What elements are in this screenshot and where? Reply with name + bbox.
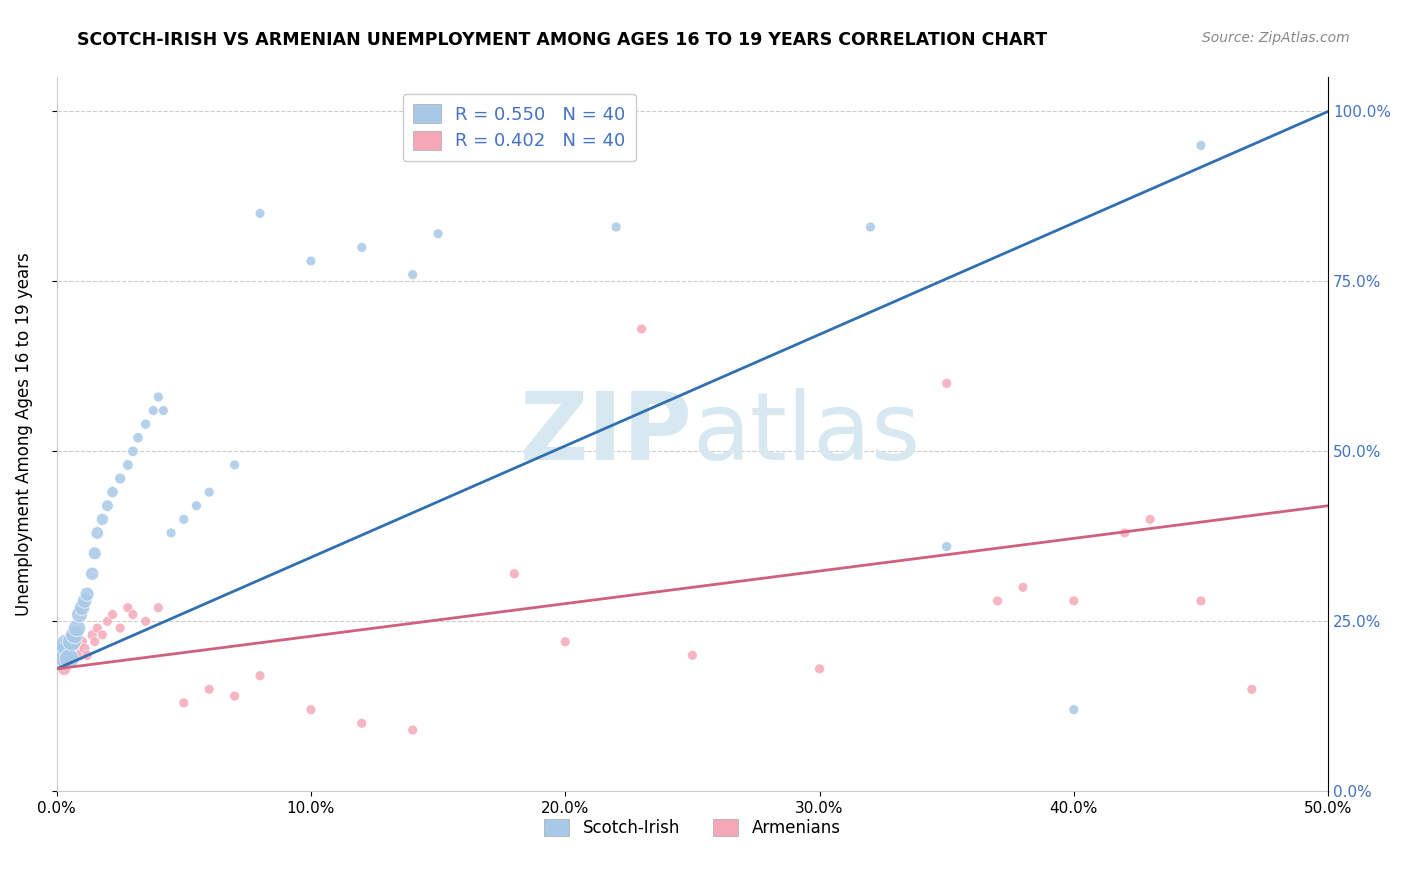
Point [605, 219, 627, 234]
Point [101, 607, 124, 622]
Point [63, 628, 86, 642]
Point [91, 512, 114, 526]
Point [66, 641, 89, 656]
Point [148, 390, 170, 404]
Point [53, 662, 76, 676]
Point [86, 621, 108, 635]
Point [83, 634, 105, 648]
Point [808, 662, 831, 676]
Point [69, 607, 91, 622]
Point [148, 600, 170, 615]
Point [117, 600, 139, 615]
Point [86, 525, 108, 540]
Point [1063, 703, 1085, 717]
Point [117, 458, 139, 472]
Point [935, 540, 957, 554]
Point [249, 206, 271, 220]
Point [66, 621, 89, 635]
Point [53, 648, 76, 663]
Point [108, 471, 131, 485]
Point [249, 669, 271, 683]
Point [401, 268, 423, 282]
Point [1139, 512, 1161, 526]
Point [401, 723, 423, 737]
Point [350, 240, 373, 254]
Point [83, 546, 105, 560]
Point [91, 628, 114, 642]
Point [122, 607, 145, 622]
Point [73, 594, 96, 608]
Point [82, 628, 104, 642]
Text: atlas: atlas [692, 388, 921, 481]
Point [186, 499, 208, 513]
Point [135, 417, 157, 432]
Text: Source: ZipAtlas.com: Source: ZipAtlas.com [1202, 31, 1350, 45]
Point [554, 634, 576, 648]
Point [127, 431, 149, 445]
Text: SCOTCH-IRISH VS ARMENIAN UNEMPLOYMENT AMONG AGES 16 TO 19 YEARS CORRELATION CHAR: SCOTCH-IRISH VS ARMENIAN UNEMPLOYMENT AM… [77, 31, 1047, 49]
Point [101, 485, 124, 500]
Point [142, 403, 165, 417]
Point [55, 638, 77, 652]
Point [935, 376, 957, 391]
Point [1063, 594, 1085, 608]
Point [160, 525, 183, 540]
Point [82, 566, 104, 581]
Point [60, 634, 83, 648]
Point [96, 499, 118, 513]
Point [58, 648, 80, 663]
Point [503, 566, 526, 581]
Point [69, 648, 91, 663]
Point [986, 594, 1008, 608]
Point [198, 682, 221, 697]
Point [70, 634, 93, 648]
Point [299, 254, 322, 268]
Point [529, 104, 551, 119]
Point [96, 615, 118, 629]
Point [224, 689, 246, 703]
Point [58, 651, 80, 665]
Point [152, 403, 174, 417]
Point [427, 227, 450, 241]
Point [299, 703, 322, 717]
Point [630, 322, 652, 336]
Point [122, 444, 145, 458]
Point [173, 512, 195, 526]
Point [1189, 138, 1212, 153]
Point [198, 485, 221, 500]
Point [108, 621, 131, 635]
Point [173, 696, 195, 710]
Text: ZIP: ZIP [519, 388, 692, 481]
Legend: Scotch-Irish, Armenians: Scotch-Irish, Armenians [537, 812, 848, 844]
Point [76, 587, 98, 601]
Point [135, 615, 157, 629]
Point [859, 219, 882, 234]
Point [224, 458, 246, 472]
Point [350, 716, 373, 731]
Point [60, 651, 83, 665]
Point [73, 641, 96, 656]
Point [681, 648, 703, 663]
Point [70, 600, 93, 615]
Y-axis label: Unemployment Among Ages 16 to 19 years: Unemployment Among Ages 16 to 19 years [15, 252, 32, 616]
Point [76, 648, 98, 663]
Point [51, 655, 73, 669]
Point [1114, 525, 1136, 540]
Point [1012, 580, 1035, 594]
Point [1240, 682, 1263, 697]
Point [1189, 594, 1212, 608]
